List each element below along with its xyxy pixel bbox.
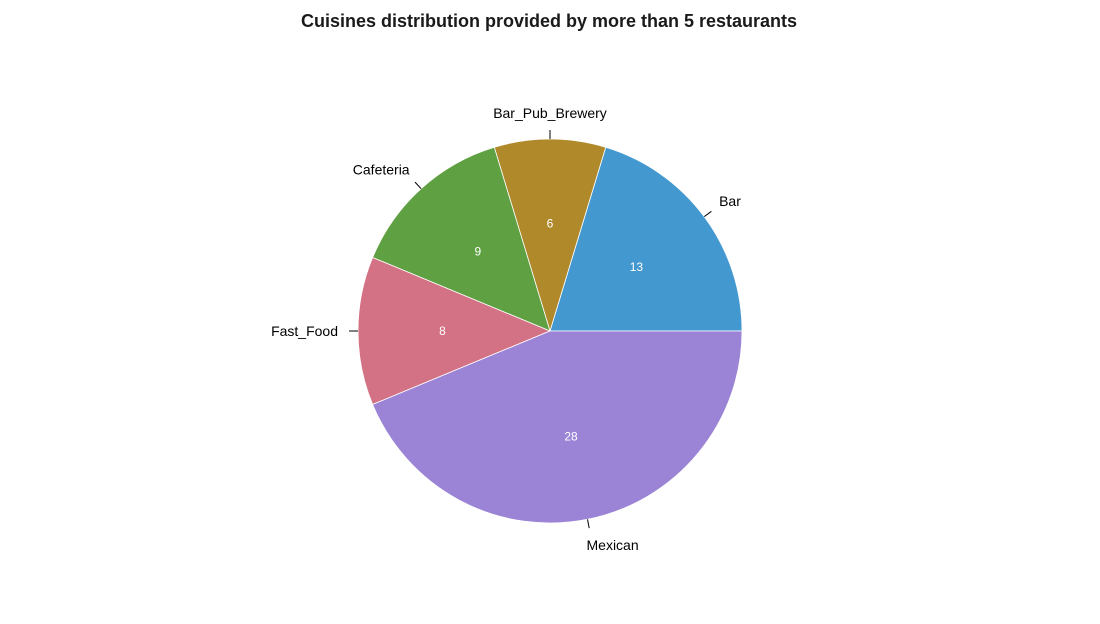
pie-value-label-bar: 13	[630, 260, 644, 274]
pie-category-label-cafeteria: Cafeteria	[353, 162, 410, 178]
chart-title: Cuisines distribution provided by more t…	[300, 11, 798, 31]
pie-leader-bar	[703, 210, 712, 218]
pie-slice-bar-pub-brewery	[493, 138, 607, 333]
pie-slice-cafeteria	[372, 146, 551, 332]
pie-value-label-fast-food: 8	[439, 324, 446, 338]
pie-value-label-mexican: 28	[564, 430, 578, 444]
pie-value-label-cafeteria: 9	[474, 244, 481, 258]
pie-leader-mexican	[587, 519, 590, 529]
pie-slice-bar	[549, 146, 743, 332]
pie-labels: 13 Bar 6 Bar_Pub_Brewery 9 Cafeteria 8 Fast_Foo…	[271, 105, 741, 553]
pie-category-label-bar-pub-brewery: Bar_Pub_Brewery	[493, 105, 607, 121]
pie-leader-lines	[349, 130, 712, 529]
pie-slices	[357, 138, 743, 524]
pie-value-label-bar-pub-brewery: 6	[547, 217, 554, 231]
pie-slice-fast-food	[357, 256, 552, 406]
pie-category-label-fast-food: Fast_Food	[271, 323, 338, 339]
pie-category-label-bar: Bar	[719, 193, 741, 209]
pie-leader-cafeteria	[414, 181, 422, 190]
pie-category-label-mexican: Mexican	[587, 537, 639, 553]
pie-slice-mexican	[372, 330, 743, 524]
